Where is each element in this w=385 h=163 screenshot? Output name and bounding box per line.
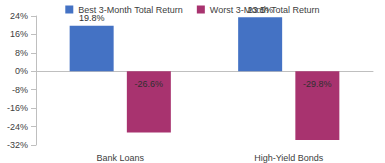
svg-text:-26.6%: -26.6% bbox=[135, 79, 164, 89]
svg-text:Best 3-Month Total Return: Best 3-Month Total Return bbox=[78, 5, 182, 15]
svg-text:-32%: -32% bbox=[7, 140, 28, 150]
svg-text:High-Yield Bonds: High-Yield Bonds bbox=[254, 153, 324, 163]
svg-text:24%: 24% bbox=[10, 11, 28, 21]
svg-text:16%: 16% bbox=[10, 29, 28, 39]
svg-text:-16%: -16% bbox=[7, 103, 28, 113]
svg-text:8%: 8% bbox=[15, 48, 28, 58]
svg-text:Bank Loans: Bank Loans bbox=[96, 153, 144, 163]
svg-text:Worst 3-Month Total Return: Worst 3-Month Total Return bbox=[210, 5, 320, 15]
svg-text:0%: 0% bbox=[15, 66, 28, 76]
svg-text:19.8%: 19.8% bbox=[79, 13, 105, 23]
svg-text:-8%: -8% bbox=[12, 85, 28, 95]
svg-text:-24%: -24% bbox=[7, 122, 28, 132]
svg-text:-29.8%: -29.8% bbox=[303, 79, 332, 89]
